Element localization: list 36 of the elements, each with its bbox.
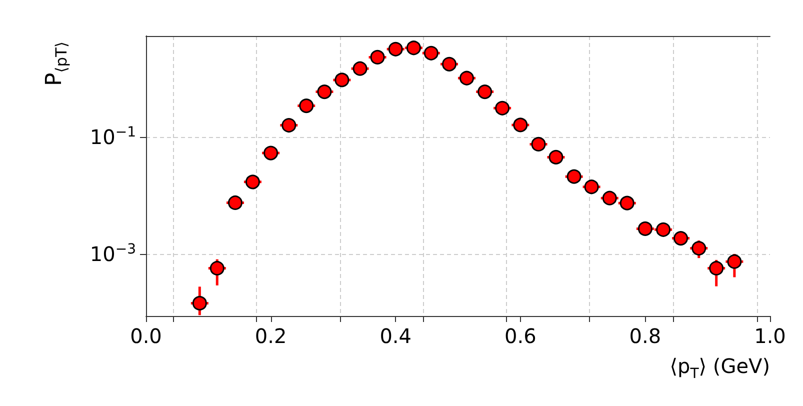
point bbox=[566, 169, 582, 184]
point bbox=[192, 296, 207, 310]
point bbox=[210, 260, 224, 276]
point bbox=[495, 100, 510, 116]
x-tick-label: 0.8 bbox=[629, 324, 662, 348]
point bbox=[513, 118, 528, 132]
point bbox=[674, 231, 688, 246]
point bbox=[531, 136, 546, 152]
point bbox=[299, 98, 314, 114]
point bbox=[478, 84, 492, 100]
x-tick-label: 0.0 bbox=[130, 324, 162, 348]
point bbox=[692, 241, 706, 256]
point bbox=[442, 56, 457, 72]
point bbox=[709, 260, 724, 276]
x-tick-label: 0.2 bbox=[254, 324, 287, 348]
point bbox=[282, 118, 296, 133]
x-tick-label: 1.0 bbox=[754, 324, 786, 348]
point bbox=[352, 61, 368, 76]
point bbox=[228, 195, 242, 210]
point bbox=[620, 196, 634, 210]
x-axis-title: ⟨p$_{T}$⟩ (GeV) bbox=[670, 354, 770, 382]
point bbox=[245, 174, 260, 190]
point bbox=[602, 190, 617, 206]
x-tick-label: 0.4 bbox=[380, 324, 412, 348]
x-tick-label: 0.6 bbox=[504, 324, 536, 348]
y-tick-label: 10$^{−1}$ bbox=[90, 124, 136, 149]
point bbox=[370, 50, 385, 64]
y-tick-label: 10$^{−3}$ bbox=[90, 241, 136, 266]
point bbox=[548, 150, 564, 164]
point bbox=[317, 84, 332, 100]
point bbox=[264, 146, 278, 160]
point bbox=[727, 254, 742, 269]
point bbox=[584, 180, 599, 194]
point bbox=[460, 70, 474, 86]
point bbox=[334, 72, 350, 88]
point bbox=[424, 46, 438, 60]
